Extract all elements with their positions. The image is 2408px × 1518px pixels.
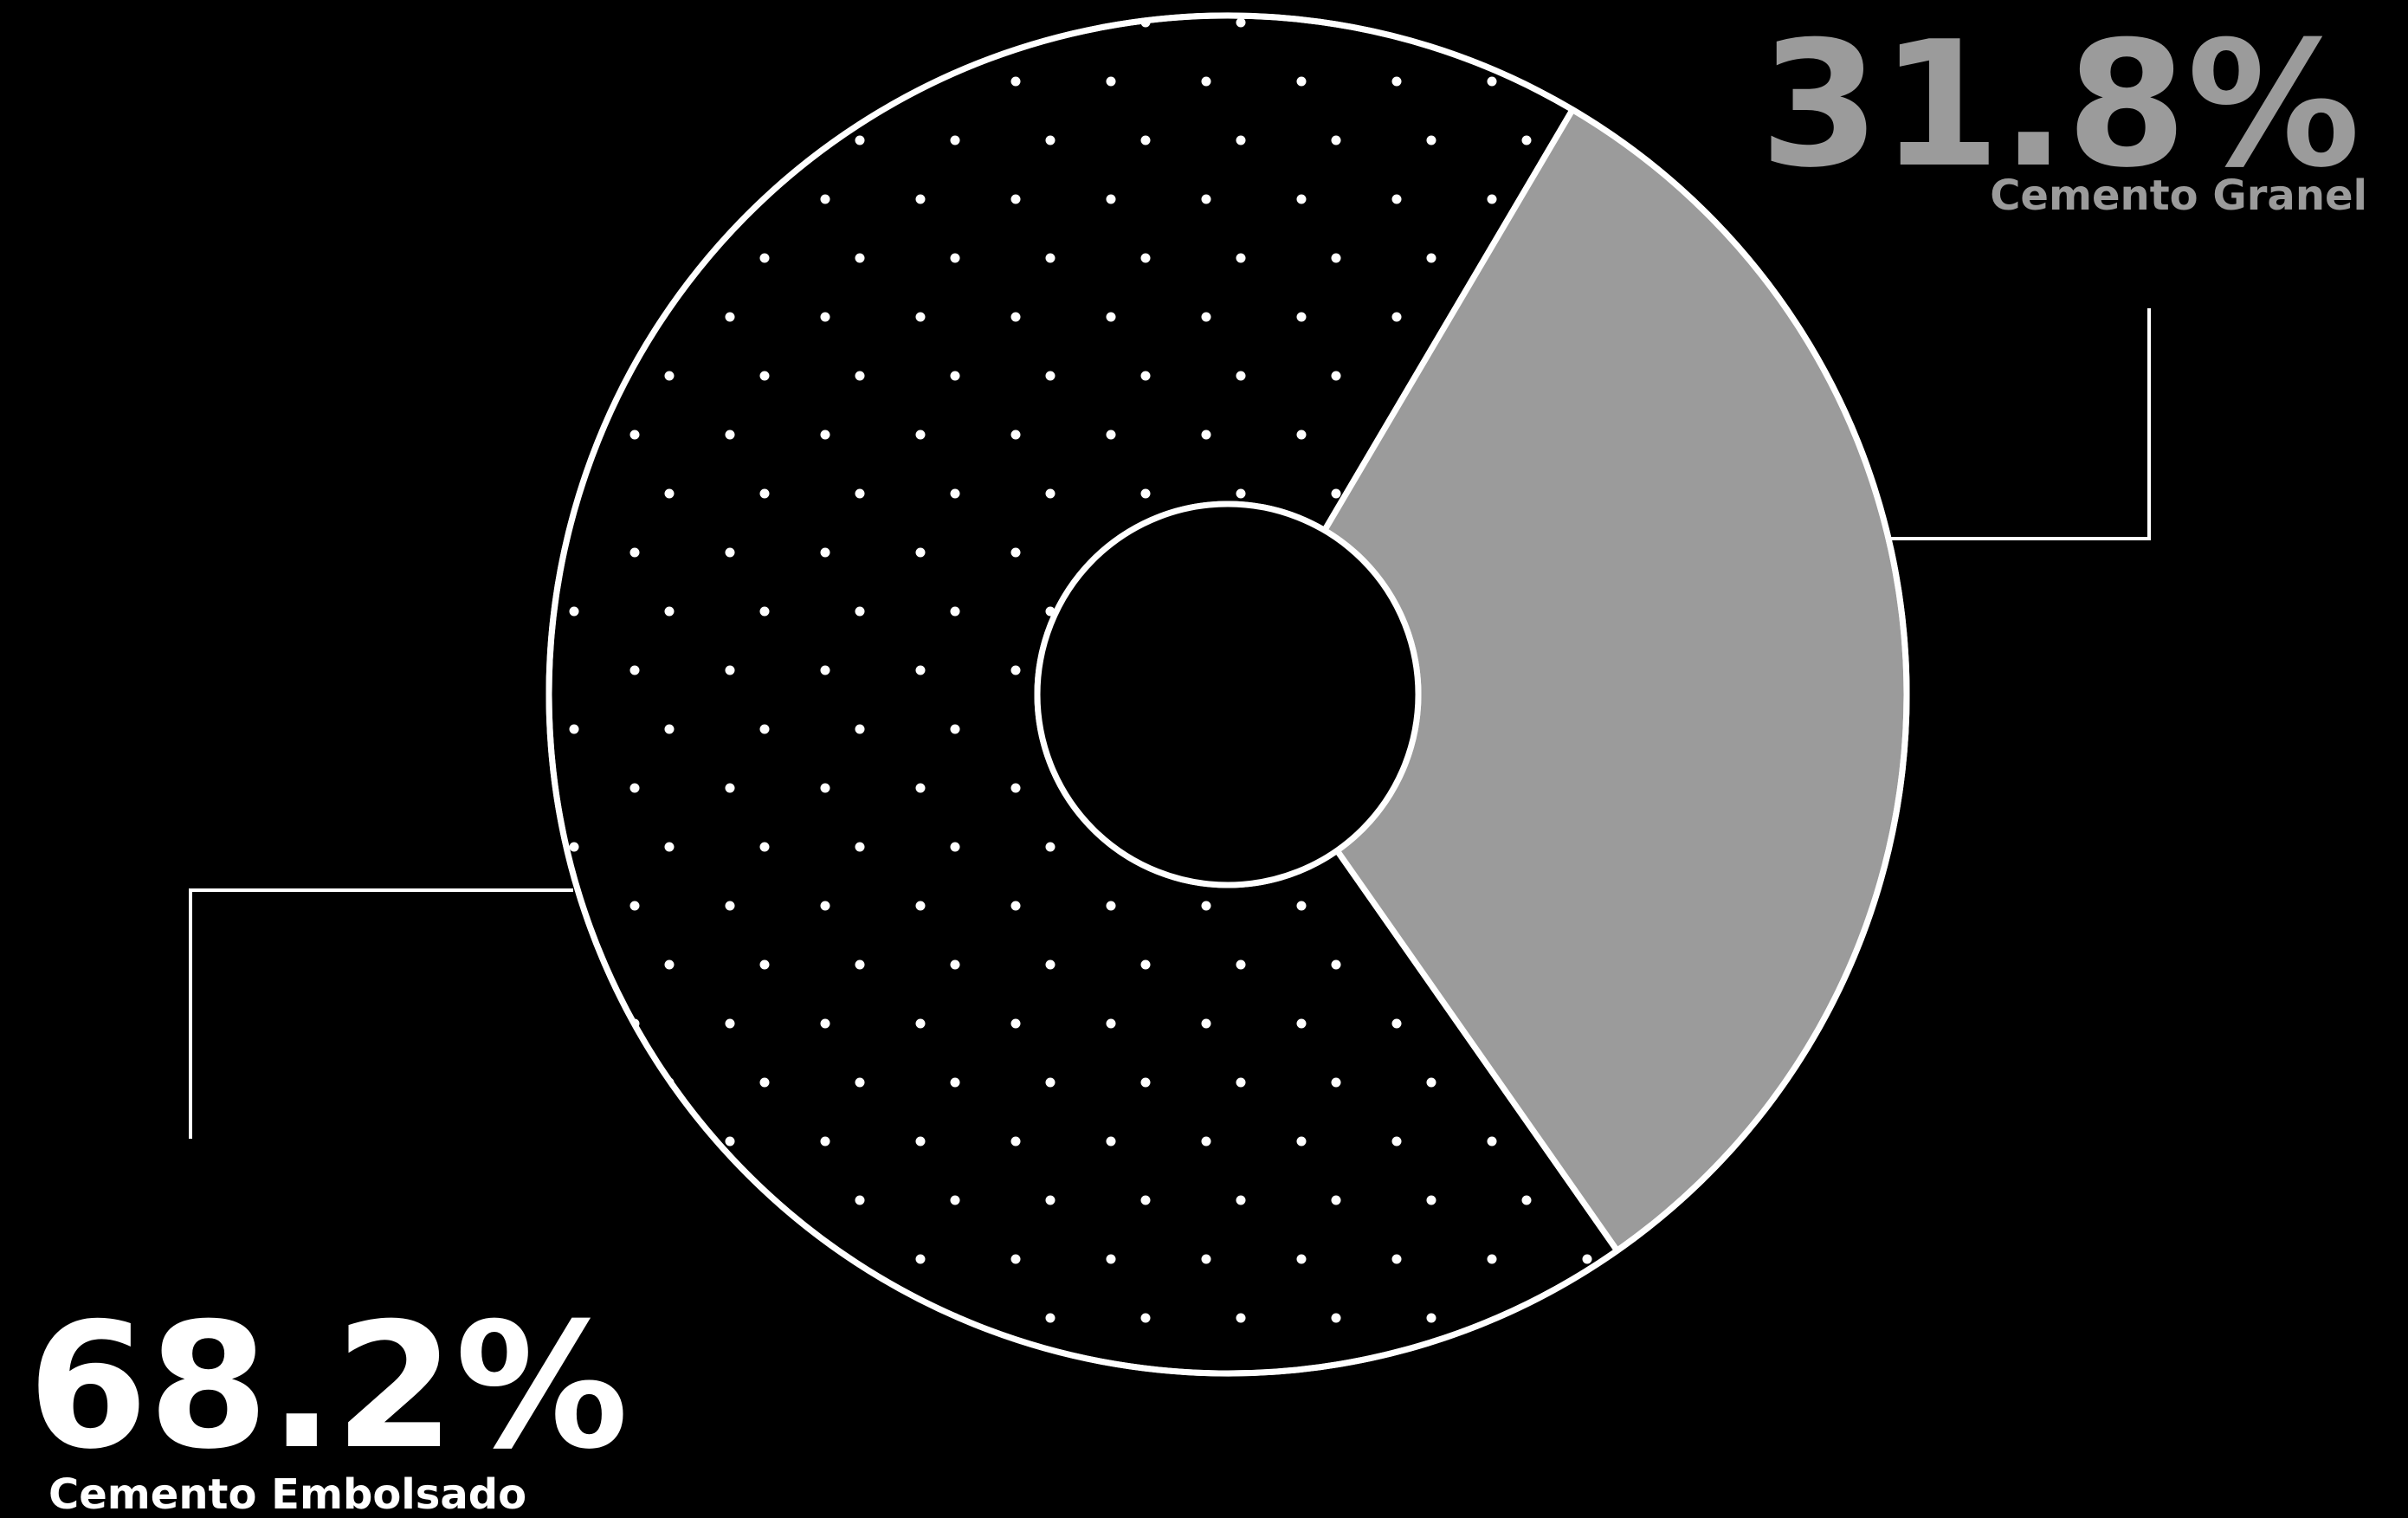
- data-label-granel-name: Cemento Granel: [1990, 171, 2367, 220]
- leader-line-embolsado: [189, 888, 573, 1139]
- data-label-granel-value: 31.8%: [1759, 4, 2360, 206]
- data-label-embolsado-name: Cemento Embolsado: [48, 1470, 526, 1518]
- donut-slices: [546, 12, 1910, 1377]
- data-label-embolsado-value: 68.2%: [28, 1286, 629, 1488]
- leader-line-granel: [1889, 308, 2151, 540]
- donut-outer-outline: [546, 12, 1910, 1377]
- donut-inner-outline: [1034, 501, 1422, 888]
